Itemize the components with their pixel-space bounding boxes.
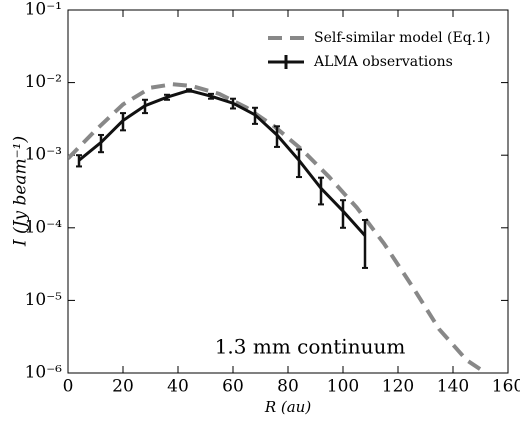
legend-label: Self-similar model (Eq.1) [314,30,491,46]
series-line [78,88,367,237]
x-tick-label: 40 [167,377,189,397]
x-tick-label: 140 [437,377,469,397]
x-tick-label: 100 [327,377,359,397]
legend-label: ALMA observations [313,54,453,70]
y-axis-label: I (Jy beam⁻¹) [11,136,31,247]
y-tick-label: 10⁻⁶ [25,363,63,383]
x-axis-label: R (au) [264,398,312,416]
x-tick-label: 60 [222,377,244,397]
y-tick-label: 10⁻¹ [25,0,62,20]
x-tick-label: 0 [63,377,74,397]
y-tick-label: 10⁻³ [25,145,62,165]
plot-frame [67,9,509,374]
y-tick-label: 10⁻⁴ [25,217,63,237]
x-tick-label: 120 [382,377,414,397]
annotation: 1.3 mm continuum [215,335,406,359]
y-tick-label: 10⁻² [25,72,62,92]
x-tick-label: 20 [112,377,134,397]
x-tick-label: 160 [492,377,520,397]
x-tick-label: 80 [277,377,299,397]
y-tick-label: 10⁻⁵ [25,290,63,310]
